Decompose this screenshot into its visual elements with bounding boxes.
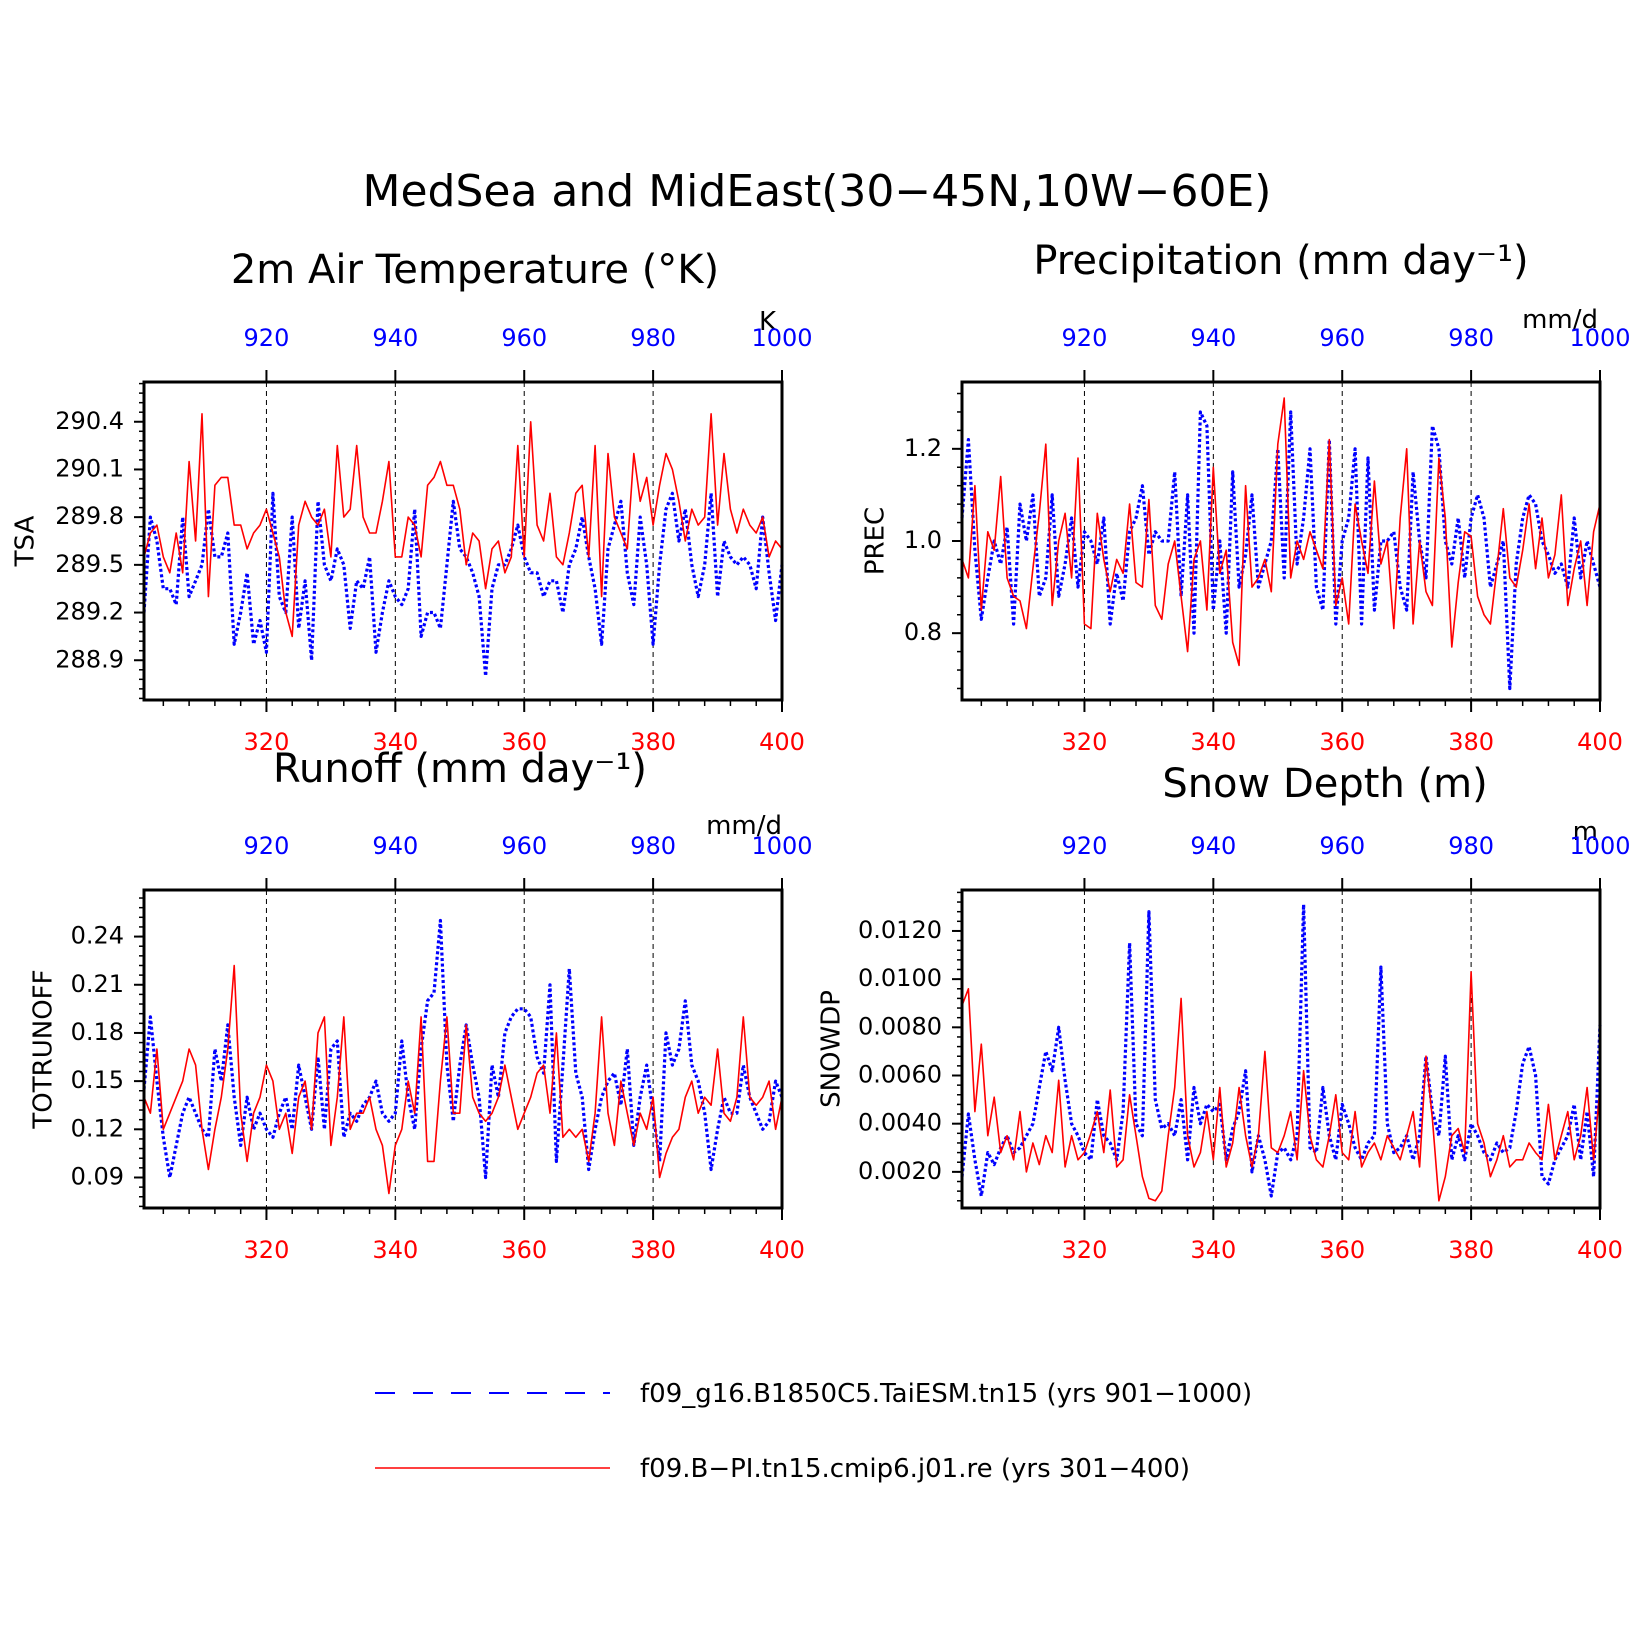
x-top-tick-label: 960 <box>501 832 547 860</box>
x-top-tick-label: 960 <box>1319 832 1365 860</box>
x-top-tick-label: 980 <box>1448 832 1494 860</box>
y-axis-label: PREC <box>861 507 891 575</box>
x-top-tick-label: 1000 <box>1569 832 1630 860</box>
x-bottom-tick-label: 320 <box>244 1236 290 1264</box>
panel-title: Precipitation (mm day⁻¹) <box>1033 238 1528 284</box>
x-top-tick-label: 980 <box>1448 324 1494 352</box>
x-bottom-tick-label: 340 <box>372 1236 418 1264</box>
x-bottom-tick-label: 340 <box>1190 728 1236 756</box>
y-tick-label: 1.2 <box>904 434 942 462</box>
x-bottom-tick-label: 400 <box>759 1236 805 1264</box>
x-bottom-tick-label: 320 <box>1062 1236 1108 1264</box>
panel-title: Runoff (mm day⁻¹) <box>273 746 647 792</box>
x-bottom-tick-label: 340 <box>1190 1236 1236 1264</box>
panel-2: Precipitation (mm day⁻¹) PREC mm/d 1.2 1.0 0.… <box>861 238 1631 756</box>
y-tick-label: 288.9 <box>55 645 124 673</box>
series-line-blue <box>142 918 784 1180</box>
x-top-tick-label: 940 <box>372 832 418 860</box>
y-tick-label: 289.2 <box>55 598 124 626</box>
x-bottom-tick-label: 400 <box>1577 1236 1623 1264</box>
x-bottom-tick-label: 340 <box>372 728 418 756</box>
x-bottom-tick-label: 360 <box>1319 728 1365 756</box>
figure-title: MedSea and MidEast(30−45N,10W−60E) <box>363 166 1272 217</box>
panel-title: 2m Air Temperature (°K) <box>231 247 719 293</box>
x-bottom-tick-label: 360 <box>501 728 547 756</box>
legend-label-taiesm: f09_g16.B1850C5.TaiESM.tn15 (yrs 901−100… <box>640 1379 1252 1409</box>
x-bottom-tick-label: 320 <box>1062 728 1108 756</box>
legend-label-cmip6: f09.B−PI.tn15.cmip6.j01.re (yrs 301−400) <box>640 1454 1190 1484</box>
x-bottom-tick-label: 380 <box>1448 728 1494 756</box>
units-label: K <box>759 307 777 337</box>
y-tick-label: 0.0100 <box>858 964 942 992</box>
y-axis-label: SNOWDP <box>817 990 847 1108</box>
x-top-tick-label: 960 <box>501 324 547 352</box>
y-tick-label: 0.09 <box>71 1162 124 1190</box>
x-bottom-tick-label: 380 <box>630 728 676 756</box>
x-top-tick-label: 960 <box>1319 324 1365 352</box>
y-axis-label: TOTRUNOFF <box>29 969 59 1129</box>
x-top-tick-label: 920 <box>1062 832 1108 860</box>
series-line-red <box>961 397 1601 667</box>
y-tick-label: 290.1 <box>55 454 124 482</box>
panel-1: 2m Air Temperature (°K) TSA K 290.4 290.1 289… <box>11 247 813 756</box>
y-tick-label: 0.0120 <box>858 916 942 944</box>
x-top-tick-label: 980 <box>630 324 676 352</box>
y-tick-label: 0.21 <box>71 970 124 998</box>
x-top-tick-label: 940 <box>1190 832 1236 860</box>
x-top-tick-label: 920 <box>244 832 290 860</box>
y-tick-label: 0.24 <box>71 922 124 950</box>
y-tick-label: 0.0080 <box>858 1012 942 1040</box>
series-line-red <box>143 964 783 1195</box>
x-top-tick-label: 1000 <box>751 832 812 860</box>
x-bottom-tick-label: 380 <box>1448 1236 1494 1264</box>
x-top-tick-label: 1000 <box>1569 324 1630 352</box>
y-tick-label: 0.0020 <box>858 1157 942 1185</box>
series-line-red <box>961 971 1601 1202</box>
x-top-tick-label: 1000 <box>751 324 812 352</box>
y-tick-label: 0.12 <box>71 1114 124 1142</box>
y-tick-label: 0.0060 <box>858 1061 942 1089</box>
units-label: mm/d <box>706 811 782 841</box>
units-label: m <box>1573 817 1598 847</box>
y-tick-label: 0.8 <box>904 618 942 646</box>
panel-title: Snow Depth (m) <box>1162 761 1487 807</box>
y-tick-label: 0.18 <box>71 1018 124 1046</box>
series-line-blue <box>142 491 784 678</box>
y-tick-label: 290.4 <box>55 407 124 435</box>
x-top-tick-label: 980 <box>630 832 676 860</box>
x-top-tick-label: 920 <box>1062 324 1108 352</box>
y-tick-label: 289.5 <box>55 550 124 578</box>
plot-frame <box>142 380 784 702</box>
units-label: mm/d <box>1522 305 1598 335</box>
y-tick-label: 0.15 <box>71 1066 124 1094</box>
x-top-tick-label: 940 <box>1190 324 1236 352</box>
plot-frame <box>960 888 1602 1210</box>
y-tick-label: 289.8 <box>55 502 124 530</box>
series-line-red <box>143 412 783 638</box>
x-bottom-tick-label: 400 <box>759 728 805 756</box>
x-top-tick-label: 920 <box>244 324 290 352</box>
x-bottom-tick-label: 380 <box>630 1236 676 1264</box>
plot-frame <box>142 888 784 1210</box>
panels: 2m Air Temperature (°K) TSA K 290.4 290.1 289… <box>11 238 1631 1264</box>
y-tick-label: 1.0 <box>904 526 942 554</box>
series-line-blue <box>960 902 1602 1198</box>
panel-4: Snow Depth (m) SNOWDP m 0.0120 0.0100 0.0080 0… <box>817 761 1631 1264</box>
panel-3: Runoff (mm day⁻¹) TOTRUNOFF mm/d 0.24 0.21 0.… <box>29 746 813 1264</box>
x-bottom-tick-label: 360 <box>1319 1236 1365 1264</box>
x-top-tick-label: 940 <box>372 324 418 352</box>
legend: f09_g16.B1850C5.TaiESM.tn15 (yrs 901−100… <box>375 1379 1252 1484</box>
x-bottom-tick-label: 320 <box>244 728 290 756</box>
x-bottom-tick-label: 400 <box>1577 728 1623 756</box>
y-tick-label: 0.0040 <box>858 1109 942 1137</box>
y-axis-label: TSA <box>11 515 41 567</box>
x-bottom-tick-label: 360 <box>501 1236 547 1264</box>
